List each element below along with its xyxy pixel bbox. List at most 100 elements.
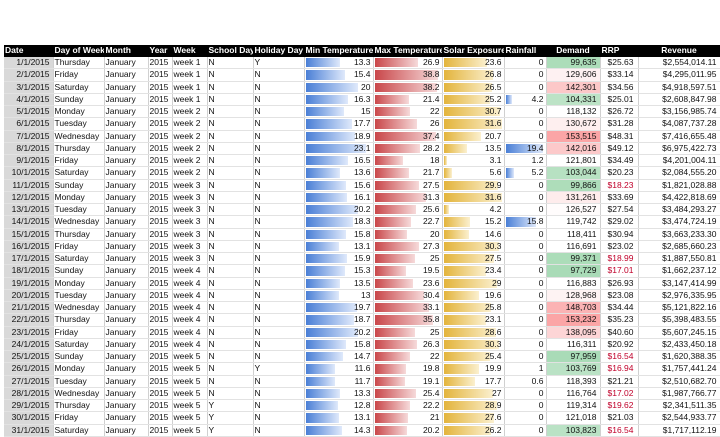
- cell-month[interactable]: January: [104, 302, 148, 314]
- cell-solar-exposure[interactable]: 3.1: [442, 155, 504, 167]
- cell-demand[interactable]: 148,703: [546, 302, 600, 314]
- cell-month[interactable]: January: [104, 106, 148, 118]
- cell-solar-exposure[interactable]: 19.6: [442, 289, 504, 301]
- cell-rainfall[interactable]: 4.2: [504, 93, 546, 105]
- cell-revenue[interactable]: $2,608,847.98: [638, 93, 720, 105]
- cell-revenue[interactable]: $2,554,014.11: [638, 57, 720, 69]
- cell-day-of-week[interactable]: Tuesday: [53, 289, 104, 301]
- cell-year[interactable]: 2015: [148, 69, 172, 81]
- cell-month[interactable]: January: [104, 351, 148, 363]
- cell-max-temperature[interactable]: 31.3: [373, 191, 442, 203]
- cell-rainfall[interactable]: 0: [504, 351, 546, 363]
- cell-max-temperature[interactable]: 25: [373, 326, 442, 338]
- cell-date[interactable]: 5/1/2015: [4, 106, 53, 118]
- cell-month[interactable]: January: [104, 93, 148, 105]
- cell-date[interactable]: 30/1/2015: [4, 412, 53, 424]
- cell-max-temperature[interactable]: 26.9: [373, 57, 442, 69]
- cell-solar-exposure[interactable]: 23.4: [442, 265, 504, 277]
- cell-holiday-day[interactable]: N: [253, 240, 304, 252]
- cell-school-day[interactable]: N: [207, 57, 253, 69]
- cell-month[interactable]: January: [104, 191, 148, 203]
- cell-week[interactable]: week 2: [172, 118, 207, 130]
- cell-min-temperature[interactable]: 16.5: [304, 155, 373, 167]
- cell-solar-exposure[interactable]: 13.5: [442, 142, 504, 154]
- cell-date[interactable]: 9/1/2015: [4, 155, 53, 167]
- cell-day-of-week[interactable]: Saturday: [53, 167, 104, 179]
- cell-school-day[interactable]: Y: [207, 424, 253, 436]
- cell-date[interactable]: 24/1/2015: [4, 338, 53, 350]
- cell-max-temperature[interactable]: 22: [373, 351, 442, 363]
- cell-school-day[interactable]: N: [207, 240, 253, 252]
- cell-solar-exposure[interactable]: 27: [442, 387, 504, 399]
- cell-rrp[interactable]: $18.99: [600, 253, 638, 265]
- cell-week[interactable]: week 3: [172, 253, 207, 265]
- cell-year[interactable]: 2015: [148, 57, 172, 69]
- cell-school-day[interactable]: N: [207, 118, 253, 130]
- cell-week[interactable]: week 5: [172, 375, 207, 387]
- cell-revenue[interactable]: $5,398,483.55: [638, 314, 720, 326]
- cell-min-temperature[interactable]: 14.7: [304, 351, 373, 363]
- cell-rainfall[interactable]: 0: [504, 289, 546, 301]
- cell-day-of-week[interactable]: Monday: [53, 363, 104, 375]
- cell-revenue[interactable]: $2,341,511.35: [638, 400, 720, 412]
- cell-demand[interactable]: 116,691: [546, 240, 600, 252]
- cell-solar-exposure[interactable]: 26.2: [442, 424, 504, 436]
- header-year[interactable]: Year: [148, 45, 172, 57]
- cell-year[interactable]: 2015: [148, 228, 172, 240]
- header-month[interactable]: Month: [104, 45, 148, 57]
- cell-demand[interactable]: 119,742: [546, 216, 600, 228]
- header-school-day[interactable]: School Day: [207, 45, 253, 57]
- cell-max-temperature[interactable]: 25.4: [373, 387, 442, 399]
- cell-rrp[interactable]: $16.54: [600, 351, 638, 363]
- cell-month[interactable]: January: [104, 387, 148, 399]
- cell-min-temperature[interactable]: 18.3: [304, 216, 373, 228]
- cell-max-temperature[interactable]: 21.4: [373, 93, 442, 105]
- cell-holiday-day[interactable]: N: [253, 412, 304, 424]
- cell-demand[interactable]: 103,823: [546, 424, 600, 436]
- cell-solar-exposure[interactable]: 19.9: [442, 363, 504, 375]
- cell-rainfall[interactable]: 0: [504, 81, 546, 93]
- cell-revenue[interactable]: $2,510,682.70: [638, 375, 720, 387]
- cell-week[interactable]: week 4: [172, 338, 207, 350]
- cell-min-temperature[interactable]: 15.9: [304, 253, 373, 265]
- cell-rrp[interactable]: $29.02: [600, 216, 638, 228]
- cell-max-temperature[interactable]: 22: [373, 106, 442, 118]
- cell-week[interactable]: week 4: [172, 289, 207, 301]
- cell-date[interactable]: 6/1/2015: [4, 118, 53, 130]
- cell-date[interactable]: 27/1/2015: [4, 375, 53, 387]
- cell-solar-exposure[interactable]: 28.6: [442, 326, 504, 338]
- cell-revenue[interactable]: $2,544,933.77: [638, 412, 720, 424]
- cell-max-temperature[interactable]: 25: [373, 253, 442, 265]
- cell-week[interactable]: week 1: [172, 57, 207, 69]
- cell-min-temperature[interactable]: 16.3: [304, 93, 373, 105]
- cell-max-temperature[interactable]: 27.3: [373, 240, 442, 252]
- cell-demand[interactable]: 130,672: [546, 118, 600, 130]
- cell-solar-exposure[interactable]: 30.3: [442, 240, 504, 252]
- cell-demand[interactable]: 97,729: [546, 265, 600, 277]
- cell-year[interactable]: 2015: [148, 204, 172, 216]
- cell-week[interactable]: week 3: [172, 191, 207, 203]
- cell-holiday-day[interactable]: N: [253, 424, 304, 436]
- cell-month[interactable]: January: [104, 375, 148, 387]
- cell-demand[interactable]: 126,527: [546, 204, 600, 216]
- cell-solar-exposure[interactable]: 26.8: [442, 69, 504, 81]
- cell-solar-exposure[interactable]: 4.2: [442, 204, 504, 216]
- cell-max-temperature[interactable]: 35.8: [373, 314, 442, 326]
- cell-min-temperature[interactable]: 20.2: [304, 326, 373, 338]
- cell-rrp[interactable]: $34.44: [600, 302, 638, 314]
- cell-month[interactable]: January: [104, 400, 148, 412]
- cell-date[interactable]: 31/1/2015: [4, 424, 53, 436]
- cell-date[interactable]: 11/1/2015: [4, 179, 53, 191]
- cell-rainfall[interactable]: 0: [504, 130, 546, 142]
- cell-max-temperature[interactable]: 21: [373, 412, 442, 424]
- cell-week[interactable]: week 2: [172, 167, 207, 179]
- cell-day-of-week[interactable]: Thursday: [53, 57, 104, 69]
- cell-solar-exposure[interactable]: 5.6: [442, 167, 504, 179]
- cell-solar-exposure[interactable]: 25.8: [442, 302, 504, 314]
- cell-day-of-week[interactable]: Thursday: [53, 400, 104, 412]
- cell-revenue[interactable]: $7,416,655.48: [638, 130, 720, 142]
- cell-year[interactable]: 2015: [148, 387, 172, 399]
- cell-date[interactable]: 20/1/2015: [4, 289, 53, 301]
- cell-month[interactable]: January: [104, 130, 148, 142]
- cell-min-temperature[interactable]: 13.3: [304, 57, 373, 69]
